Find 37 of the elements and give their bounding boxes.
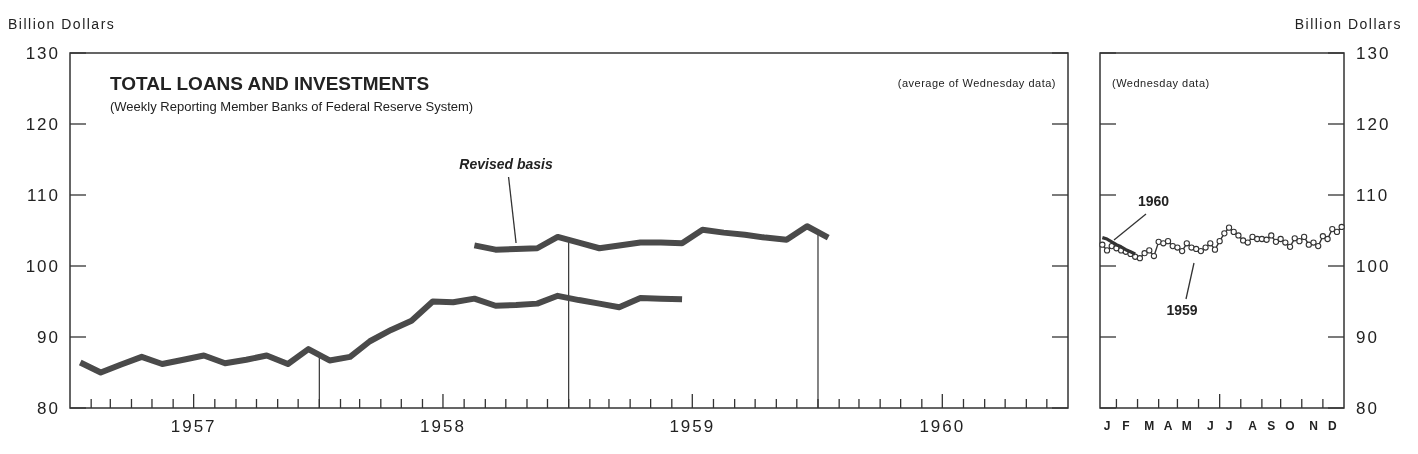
y-tick-label: 80 (1356, 398, 1379, 418)
x-tick-label: D (1327, 419, 1337, 433)
text: TOTAL LOANS AND INVESTMENTS (110, 73, 430, 94)
y-axis-title: Billion Dollars (8, 16, 116, 32)
x-tick-label: J (1225, 419, 1233, 433)
x-tick-label: 1960 (919, 417, 966, 436)
x-tick-label: M (1181, 419, 1192, 433)
x-tick-label: J (1206, 419, 1214, 433)
y-tick-label: 90 (1356, 327, 1379, 347)
x-tick-label: 1959 (669, 417, 716, 436)
annotation: 1960 (1138, 193, 1170, 209)
y-tick-label: 80 (37, 398, 60, 418)
x-tick-label: 1957 (170, 417, 217, 436)
y-tick-label: 120 (25, 114, 60, 134)
annotation: Revised basis (459, 155, 553, 172)
y-tick-label: 100 (1356, 256, 1391, 276)
y-tick-label: 120 (1356, 114, 1391, 134)
x-tick-label: A (1163, 419, 1173, 433)
text: (Weekly Reporting Member Banks of Federal Reserve System) (110, 99, 474, 114)
y-tick-label: 100 (25, 256, 60, 276)
y-tick-label: 90 (37, 327, 60, 347)
annotation: (Wednesday data) (1112, 77, 1210, 89)
x-tick-label: J (1103, 419, 1111, 433)
x-tick-label: O (1285, 419, 1295, 433)
y-axis-title: Billion Dollars (1294, 16, 1402, 32)
x-tick-label: A (1248, 419, 1258, 433)
annotation: (average of Wednesday data) (897, 77, 1056, 89)
y-tick-label: 110 (26, 185, 60, 205)
x-tick-label: N (1309, 419, 1318, 433)
x-tick-label: M (1144, 419, 1155, 433)
x-tick-label: S (1267, 419, 1276, 433)
y-tick-label: 130 (1356, 43, 1391, 63)
x-tick-label: 1958 (420, 417, 466, 436)
x-tick-label: F (1122, 419, 1130, 433)
annotation: 1959 (1166, 302, 1198, 318)
y-tick-label: 130 (25, 43, 60, 63)
y-tick-label: 110 (1356, 185, 1390, 205)
